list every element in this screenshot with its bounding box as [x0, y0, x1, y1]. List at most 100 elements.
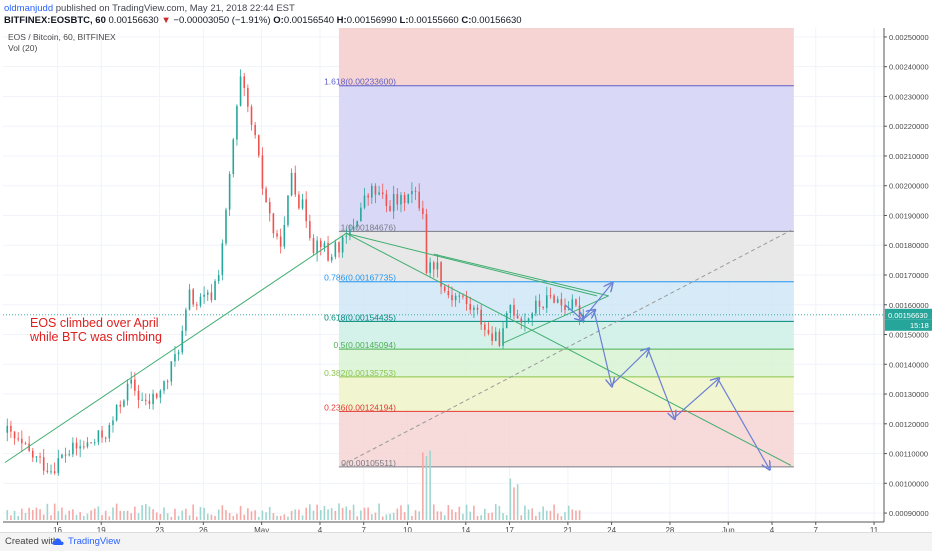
volume-bar: [567, 505, 570, 520]
volume-bar: [232, 516, 235, 520]
volume-bar: [294, 509, 297, 520]
volume-bar: [560, 516, 563, 520]
volume-bar: [90, 510, 92, 520]
candle-body: [542, 306, 544, 308]
candle-body: [159, 390, 162, 398]
volume-bar: [221, 505, 224, 520]
candle-body: [505, 313, 508, 329]
candle-body: [64, 454, 67, 456]
volume-bar: [257, 516, 260, 520]
candle-body: [494, 331, 497, 342]
candle-body: [345, 235, 348, 237]
price-tick-label: 0.00180000: [889, 241, 929, 250]
candle-body: [290, 172, 293, 196]
low-value: 0.00155660: [408, 15, 459, 26]
candle-body: [465, 296, 468, 305]
candle-body: [130, 379, 133, 384]
price-tick-label: 0.00130000: [889, 390, 929, 399]
candle-body: [196, 304, 198, 306]
volume-bar: [247, 508, 249, 520]
candle-body: [356, 221, 359, 227]
candle-body: [276, 233, 278, 237]
volume-bar: [155, 512, 158, 520]
candle-body: [28, 443, 30, 451]
candle-body: [93, 442, 96, 444]
candle-body: [61, 454, 63, 459]
trend-line: [433, 253, 609, 297]
price-tick-label: 0.00230000: [889, 92, 929, 101]
volume-bar: [338, 503, 340, 520]
volume-bar: [177, 515, 180, 520]
trend-line: [346, 232, 598, 297]
volume-bar: [210, 514, 213, 520]
fib-band: [338, 281, 794, 322]
price-change: −0.00003050 (−1.91%): [173, 15, 271, 26]
fib-band: [338, 411, 794, 467]
volume-bar: [134, 506, 136, 520]
time-tick-label: 11: [870, 526, 879, 532]
candle-body: [509, 304, 512, 314]
projection-arrow: [564, 304, 582, 320]
projection-arrow: [673, 379, 718, 419]
fib-level-label: 0(0.00105511): [341, 458, 396, 468]
volume-bar: [484, 508, 486, 520]
volume-bar: [509, 478, 512, 520]
volume-bar: [367, 507, 369, 520]
volume-bar: [553, 504, 555, 520]
time-tick-label: 7: [361, 526, 366, 532]
candle-body: [360, 207, 362, 222]
volume-bar: [123, 510, 125, 520]
fib-band: [338, 321, 794, 350]
volume-bar: [126, 510, 129, 520]
candle-body: [214, 281, 216, 300]
volume-bar: [389, 513, 391, 520]
open-value: 0.00156540: [283, 15, 335, 26]
candle-body: [21, 438, 23, 444]
candle-body: [17, 438, 20, 440]
price-tick-label: 0.00170000: [889, 271, 929, 280]
candle-body: [50, 471, 52, 473]
volume-bar: [396, 508, 399, 520]
candle-body: [221, 243, 224, 276]
volume-bar: [498, 505, 501, 520]
time-tick-label: 28: [665, 526, 674, 532]
high-label: H:: [336, 15, 347, 26]
trend-line: [345, 232, 792, 466]
candle-body: [498, 331, 501, 346]
tradingview-brand-link[interactable]: TradingView: [68, 536, 121, 547]
volume-bar: [352, 504, 355, 520]
price-chart[interactable]: 1.618(0.00233600) 1(0.00184676) 0.786(0.00…: [0, 28, 932, 532]
last-price-badge: [885, 308, 932, 320]
countdown-label: 15:18: [910, 321, 929, 330]
change-arrow-icon: ▼: [161, 15, 171, 26]
candle-body: [75, 442, 78, 449]
volume-bar: [556, 513, 559, 520]
publisher-link[interactable]: oldmanjudd: [4, 3, 54, 14]
candle-body: [403, 195, 406, 204]
candle-body: [487, 330, 490, 334]
volume-bar: [330, 508, 333, 520]
candle-body: [68, 454, 71, 456]
candle-body: [323, 242, 326, 248]
annotation-line-2: while BTC was climbing: [29, 330, 162, 344]
candle-body: [575, 299, 577, 306]
candle-body: [549, 295, 552, 297]
volume-bar: [491, 512, 493, 520]
volume-bar: [39, 509, 41, 520]
candle-body: [170, 361, 173, 382]
candle-body: [272, 213, 275, 234]
candle-body: [279, 236, 282, 247]
symbol-label: BITFINEX:EOSBTC, 60: [4, 15, 106, 26]
candle-body: [10, 425, 12, 432]
candle-body: [86, 442, 89, 447]
projection-arrow: [611, 349, 648, 386]
dashed-trend-line: [341, 229, 792, 466]
candle-body: [24, 443, 27, 445]
candle-body: [458, 295, 461, 297]
candle-body: [432, 262, 435, 270]
volume-bar: [83, 515, 85, 520]
candle-body: [560, 299, 563, 306]
volume-bar: [53, 503, 56, 520]
candle-body: [378, 192, 380, 195]
candle-body: [247, 87, 249, 107]
